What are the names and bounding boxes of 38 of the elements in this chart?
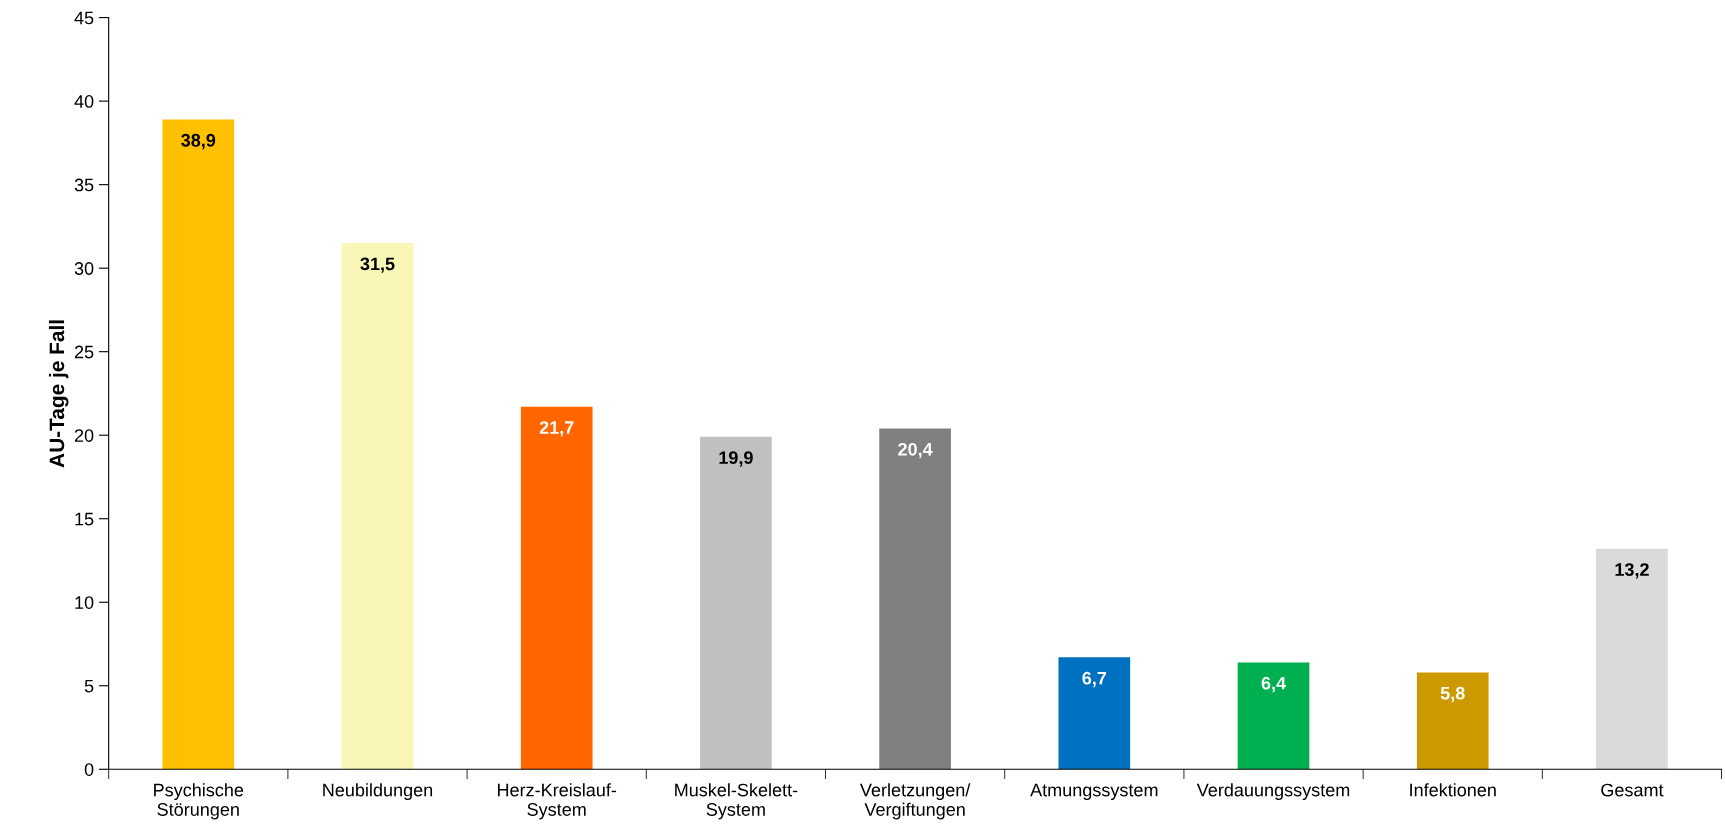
x-tick-label: Verdauungssystem (1196, 783, 1350, 800)
y-tick-label: 40 (74, 95, 94, 108)
data-label: 20,4 (898, 442, 933, 459)
bar (879, 428, 951, 770)
y-tick-label: 5 (84, 679, 94, 693)
data-label: 21,7 (539, 421, 574, 437)
y-tick-label: 10 (75, 596, 94, 609)
bar (1416, 672, 1489, 770)
x-tick-label: Verletzungen/ Vergiftungen (859, 783, 971, 820)
bar (700, 436, 772, 770)
x-tick-label: Muskel-Skelett- System (675, 783, 798, 820)
data-label: 6,4 (1261, 676, 1286, 693)
bar (1058, 657, 1131, 770)
y-tick-label: 20 (74, 429, 94, 442)
y-tick-label: 30 (74, 262, 94, 275)
data-label: 38,9 (181, 133, 216, 150)
data-label: 31,5 (360, 257, 395, 273)
y-axis-title: AU-Tage je Fall (48, 320, 69, 468)
y-tick-label: 0 (84, 763, 94, 776)
x-tick-label: Atmungssystem (1030, 783, 1158, 800)
data-label: 5,8 (1440, 686, 1465, 703)
bar (520, 406, 593, 770)
data-label: 13,2 (1615, 563, 1649, 579)
x-tick-label: Infektionen (1410, 783, 1496, 797)
bar (1596, 548, 1668, 770)
x-tick-label: Psychische Störungen (154, 783, 244, 820)
y-tick-label: 15 (75, 512, 94, 526)
data-label: 19,9 (719, 451, 753, 467)
x-tick-label: Herz-Kreislauf- System (497, 783, 617, 820)
y-tick-label: 25 (74, 345, 94, 359)
bar (162, 119, 235, 770)
x-tick-label: Neubildungen (323, 783, 433, 800)
bar (1237, 662, 1310, 770)
bar (341, 243, 414, 770)
y-tick-label: 45 (74, 11, 94, 25)
y-tick-label: 35 (74, 178, 94, 192)
x-tick-label: Gesamt (1601, 783, 1664, 797)
data-label: 6,7 (1082, 671, 1107, 688)
